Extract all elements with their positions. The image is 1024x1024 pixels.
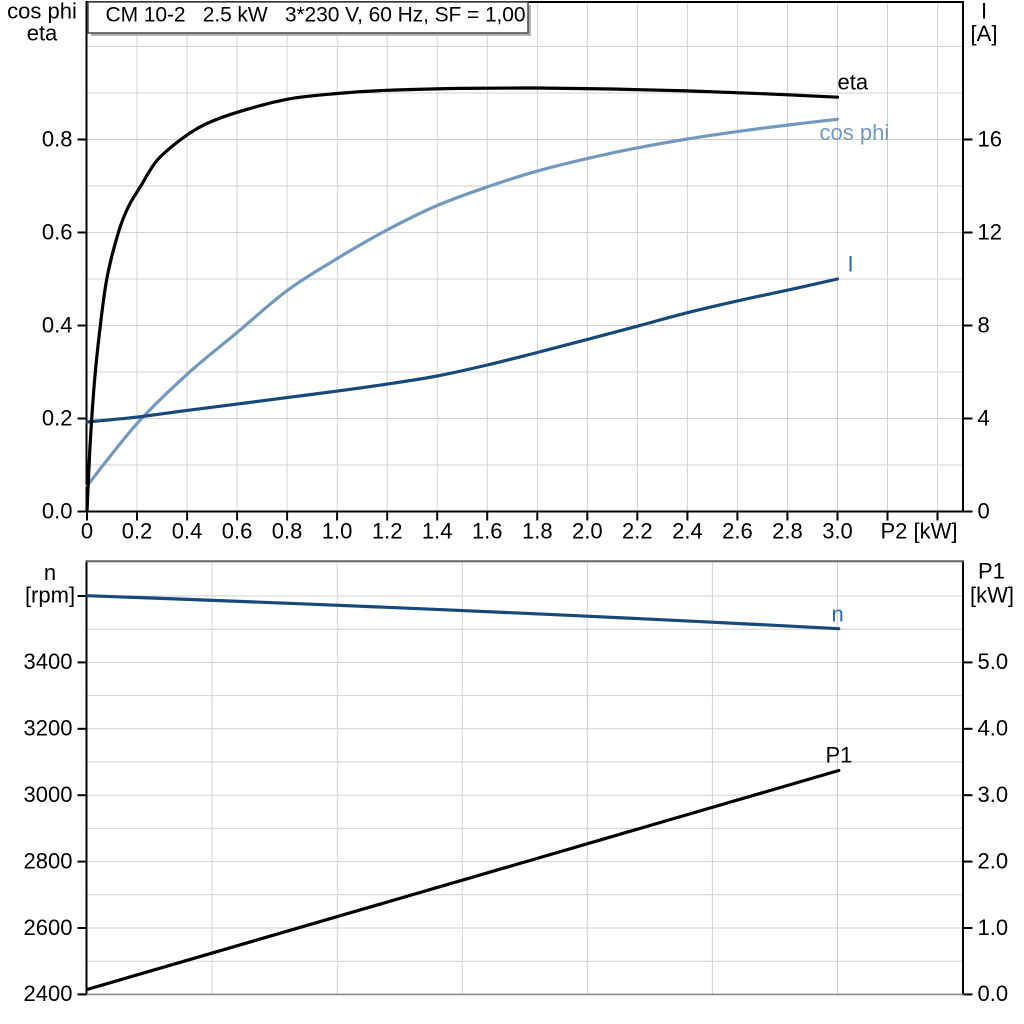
svg-text:1.0: 1.0 — [322, 519, 353, 544]
svg-text:2400: 2400 — [24, 981, 73, 1006]
svg-text:1.2: 1.2 — [372, 519, 403, 544]
svg-text:[kW]: [kW] — [970, 583, 1014, 608]
svg-text:2.2: 2.2 — [622, 519, 653, 544]
svg-text:0.2: 0.2 — [122, 519, 153, 544]
svg-text:0.0: 0.0 — [978, 981, 1009, 1006]
svg-text:n: n — [44, 560, 56, 585]
svg-text:0.4: 0.4 — [172, 519, 203, 544]
svg-text:P1: P1 — [978, 559, 1005, 584]
svg-text:0: 0 — [81, 519, 93, 544]
svg-text:3000: 3000 — [24, 782, 73, 807]
svg-text:P2 [kW]: P2 [kW] — [880, 519, 957, 544]
svg-text:2.6: 2.6 — [722, 519, 753, 544]
svg-text:1.8: 1.8 — [522, 519, 553, 544]
svg-text:2600: 2600 — [24, 915, 73, 940]
svg-text:1.0: 1.0 — [978, 915, 1009, 940]
svg-text:1.6: 1.6 — [472, 519, 503, 544]
svg-text:2.0: 2.0 — [978, 848, 1009, 873]
svg-text:cos phi: cos phi — [7, 0, 77, 24]
svg-text:3.0: 3.0 — [822, 519, 853, 544]
svg-text:CM 10-2 2.5 kW 3*230 V, 60: CM 10-2 2.5 kW 3*230 V, 60 Hz, SF = 1,00 — [106, 3, 526, 26]
svg-text:P1: P1 — [826, 742, 853, 767]
svg-text:I: I — [981, 0, 987, 24]
svg-text:2.4: 2.4 — [672, 519, 703, 544]
svg-text:8: 8 — [978, 312, 990, 337]
svg-text:n: n — [832, 602, 844, 627]
svg-text:4: 4 — [978, 405, 990, 430]
svg-text:[A]: [A] — [971, 21, 998, 46]
svg-text:4.0: 4.0 — [978, 716, 1009, 741]
svg-text:0.4: 0.4 — [42, 312, 73, 337]
svg-text:3400: 3400 — [24, 649, 73, 674]
svg-text:eta: eta — [838, 70, 869, 95]
svg-text:12: 12 — [978, 219, 1002, 244]
svg-text:3200: 3200 — [24, 716, 73, 741]
svg-text:cos phi: cos phi — [820, 120, 890, 145]
svg-text:0.6: 0.6 — [42, 219, 73, 244]
svg-text:3.0: 3.0 — [978, 782, 1009, 807]
svg-text:0.8: 0.8 — [272, 519, 303, 544]
svg-text:16: 16 — [978, 126, 1002, 151]
svg-text:1.4: 1.4 — [422, 519, 453, 544]
svg-text:5.0: 5.0 — [978, 649, 1009, 674]
svg-text:2.8: 2.8 — [772, 519, 803, 544]
svg-text:eta: eta — [27, 21, 58, 46]
svg-text:2.0: 2.0 — [572, 519, 603, 544]
svg-text:0.2: 0.2 — [42, 405, 73, 430]
svg-text:0.8: 0.8 — [42, 126, 73, 151]
svg-text:0.0: 0.0 — [42, 498, 73, 523]
svg-text:[rpm]: [rpm] — [25, 583, 75, 608]
svg-text:2800: 2800 — [24, 848, 73, 873]
svg-text:0.6: 0.6 — [222, 519, 253, 544]
svg-text:0: 0 — [978, 498, 990, 523]
svg-text:I: I — [848, 252, 854, 277]
